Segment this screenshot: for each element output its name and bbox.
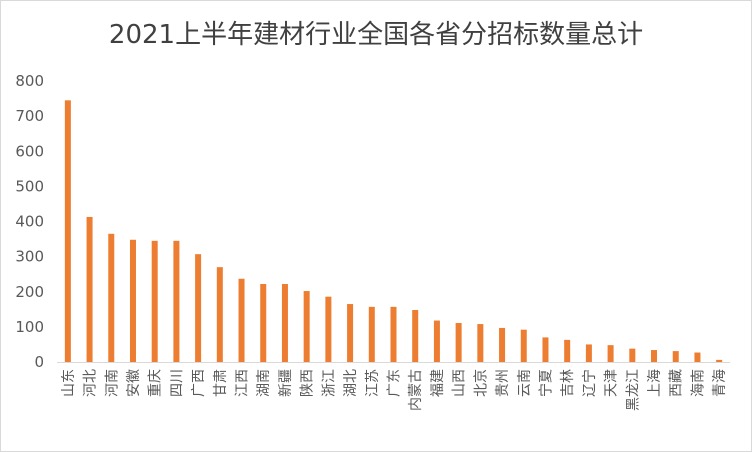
x-category-label: 重庆	[148, 369, 164, 397]
y-tick-label: 700	[15, 107, 44, 125]
bar-江西	[238, 278, 245, 362]
x-category-label: 上海	[647, 369, 663, 397]
y-tick-label: 600	[15, 142, 44, 160]
bar-天津	[607, 345, 614, 362]
bar-北京	[477, 324, 484, 362]
x-category-label: 浙江	[321, 369, 337, 397]
x-category-label: 河南	[104, 369, 120, 397]
x-category-label: 青海	[712, 369, 728, 397]
x-axis: 山东 河北 河南 安徽 重庆 四川 广西 甘肃 江西 湖南 新疆 陕西 浙江 湖北 江苏 广东 内蒙古 福建 山西北…	[57, 362, 730, 411]
y-tick-label: 800	[15, 72, 44, 90]
bar-宁夏	[542, 337, 549, 362]
x-category-label: 黑龙江	[625, 369, 641, 411]
y-tick-label: 400	[15, 213, 44, 231]
x-category-label: 四川	[169, 369, 185, 397]
y-tick-label: 300	[15, 248, 44, 266]
bar-湖南	[260, 284, 267, 362]
bar-贵州	[499, 327, 506, 362]
x-category-label: 广西	[191, 369, 207, 397]
x-category-label: 海南	[690, 369, 706, 397]
x-category-label: 内蒙古	[408, 369, 424, 411]
x-category-label: 吉林	[560, 369, 576, 397]
bar-辽宁	[585, 344, 592, 362]
bar-江苏	[368, 306, 375, 362]
y-tick-label: 100	[15, 318, 44, 336]
bar-广东	[390, 306, 397, 362]
bar-吉林	[564, 339, 571, 362]
bar-甘肃	[216, 267, 223, 362]
bar-安徽	[129, 239, 136, 362]
bar-河北	[86, 216, 93, 362]
x-category-label: 贵州	[495, 369, 511, 397]
x-category-label: 广东	[387, 369, 403, 397]
bar-山西	[455, 323, 462, 362]
bar-湖北	[347, 304, 354, 362]
x-category-label: 福建	[430, 369, 446, 397]
x-category-label: 山西	[452, 369, 468, 397]
bar-广西	[195, 254, 202, 362]
bar-上海	[651, 350, 658, 362]
x-category-label: 云南	[517, 369, 533, 397]
x-category-label: 北京	[473, 369, 489, 397]
x-category-label: 河北	[83, 369, 99, 397]
x-category-label: 宁夏	[537, 369, 554, 397]
bar-浙江	[325, 296, 332, 362]
bar-新疆	[281, 284, 288, 362]
bar-西藏	[672, 351, 679, 362]
bar-河南	[108, 233, 115, 362]
bar-云南	[520, 329, 527, 362]
bar-山东	[64, 100, 71, 362]
y-tick-label: 200	[15, 283, 44, 301]
x-category-label: 江西	[235, 369, 251, 397]
y-tick-label: 500	[15, 177, 44, 195]
y-tick-label: 0	[34, 353, 44, 371]
bar-青海	[716, 359, 723, 362]
bar-重庆	[151, 240, 158, 362]
bars	[64, 100, 723, 362]
x-category-label: 湖南	[256, 369, 272, 397]
x-category-label: 山东	[61, 369, 77, 397]
x-category-label: 陕西	[300, 369, 316, 397]
bar-福建	[433, 320, 440, 362]
x-category-label: 安徽	[126, 369, 142, 397]
y-axis: 0 100 200 300 400 500 600 700 800	[15, 72, 44, 371]
bar-内蒙古	[412, 310, 419, 362]
bar-海南	[694, 352, 701, 362]
x-category-label: 江苏	[365, 369, 381, 397]
x-category-label: 新疆	[278, 369, 294, 397]
bar-黑龙江	[629, 348, 636, 362]
x-category-label: 辽宁	[581, 369, 598, 397]
x-category-label: 甘肃	[213, 369, 229, 397]
x-category-label: 湖北	[343, 369, 359, 397]
bar-四川	[173, 240, 180, 362]
x-category-label: 天津	[604, 369, 620, 397]
chart-title: 2021上半年建材行业全国各省分招标数量总计	[108, 20, 644, 50]
x-category-label: 西藏	[669, 369, 685, 397]
bar-陕西	[303, 291, 310, 362]
